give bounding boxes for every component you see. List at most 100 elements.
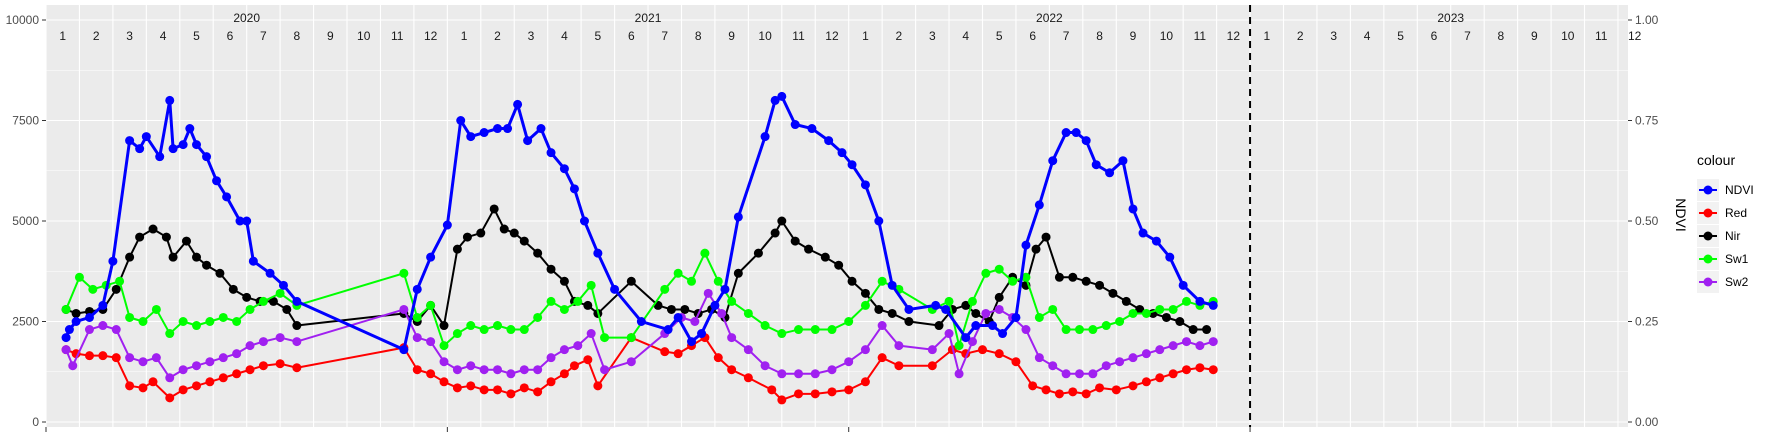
- data-point-sw2: [600, 365, 610, 375]
- data-point-ndvi: [931, 300, 941, 310]
- legend-key-point-sw1: [1703, 254, 1713, 264]
- data-point-sw2: [506, 369, 516, 379]
- data-point-nir: [680, 304, 690, 314]
- data-point-nir: [934, 321, 944, 331]
- data-point-red: [178, 385, 188, 395]
- data-point-red: [98, 351, 108, 361]
- data-point-ndvi: [168, 144, 178, 154]
- data-point-sw2: [466, 361, 476, 371]
- data-point-sw2: [1155, 345, 1165, 355]
- data-point-sw2: [125, 353, 135, 363]
- data-point-red: [1195, 363, 1205, 373]
- data-point-red: [743, 373, 753, 383]
- data-point-red: [258, 361, 268, 371]
- data-point-sw2: [479, 365, 489, 375]
- data-point-red: [1168, 369, 1178, 379]
- data-point-nir: [268, 296, 278, 306]
- data-point-sw2: [218, 353, 228, 363]
- left-tick-label: 2500: [12, 315, 39, 329]
- data-point-sw1: [727, 296, 737, 306]
- data-point-ndvi: [710, 300, 720, 310]
- data-point-nir: [1135, 304, 1145, 314]
- data-point-sw2: [275, 333, 285, 343]
- data-point-sw1: [399, 268, 409, 278]
- data-point-ndvi: [673, 312, 683, 322]
- data-point-red: [593, 381, 603, 391]
- data-point-sw1: [743, 308, 753, 318]
- month-label: 9: [327, 29, 334, 43]
- data-point-sw2: [68, 361, 78, 371]
- data-point-sw1: [519, 325, 529, 335]
- data-point-sw2: [192, 361, 202, 371]
- data-point-ndvi: [155, 152, 165, 162]
- grid-lines: [45, 5, 1628, 427]
- month-label: 12: [825, 29, 839, 43]
- data-point-nir: [777, 216, 787, 226]
- month-label: 12: [1628, 29, 1642, 43]
- data-point-sw2: [1182, 337, 1192, 347]
- data-point-sw2: [111, 325, 121, 335]
- data-point-sw1: [1008, 276, 1018, 286]
- legend-label-red: Red: [1725, 206, 1747, 220]
- data-point-ndvi: [536, 124, 546, 134]
- right-tick-label: 0.25: [1635, 315, 1659, 329]
- data-point-ndvi: [663, 325, 673, 335]
- data-point-red: [583, 355, 593, 365]
- data-point-red: [533, 387, 543, 397]
- data-point-sw1: [827, 325, 837, 335]
- data-point-sw1: [559, 304, 569, 314]
- data-point-ndvi: [998, 329, 1008, 339]
- data-point-red: [1011, 357, 1021, 367]
- data-point-ndvi: [988, 321, 998, 331]
- data-point-red: [1182, 365, 1192, 375]
- data-point-ndvi: [941, 304, 951, 314]
- month-label: 7: [1063, 29, 1070, 43]
- data-point-nir: [834, 260, 844, 270]
- month-label: 6: [1029, 29, 1036, 43]
- data-point-nir: [1175, 317, 1185, 326]
- data-point-sw1: [439, 341, 449, 351]
- data-point-nir: [666, 304, 676, 314]
- data-point-sw1: [713, 276, 723, 286]
- month-label: 7: [661, 29, 668, 43]
- data-point-red: [767, 385, 777, 395]
- data-point-sw2: [1141, 349, 1151, 359]
- data-point-ndvi: [636, 317, 646, 326]
- data-point-sw2: [860, 345, 870, 355]
- data-point-red: [713, 353, 723, 363]
- month-label: 9: [1130, 29, 1137, 43]
- month-label: 9: [728, 29, 735, 43]
- series-nir: [61, 204, 1212, 335]
- data-point-sw1: [844, 317, 854, 326]
- data-point-sw1: [74, 272, 84, 282]
- data-point-ndvi: [1105, 168, 1115, 178]
- data-point-nir: [1188, 325, 1198, 335]
- data-point-ndvi: [847, 160, 857, 170]
- data-point-sw1: [1101, 321, 1111, 331]
- data-point-ndvi: [904, 304, 914, 314]
- legend-label-ndvi: NDVI: [1725, 183, 1754, 197]
- data-point-sw1: [61, 304, 71, 314]
- data-point-nir: [1054, 272, 1064, 282]
- data-point-nir: [1041, 232, 1051, 242]
- month-label: 5: [595, 29, 602, 43]
- data-point-nir: [733, 268, 743, 278]
- data-point-nir: [439, 321, 449, 331]
- left-y-axis: 0 2500 5000 7500 10000: [6, 13, 46, 429]
- data-point-sw2: [1061, 369, 1071, 379]
- data-point-nir: [1081, 276, 1091, 286]
- data-point-sw2: [586, 329, 596, 339]
- data-point-ndvi: [546, 148, 556, 158]
- data-point-sw2: [1208, 337, 1218, 347]
- legend-label-sw1: Sw1: [1725, 252, 1749, 266]
- data-point-red: [727, 365, 737, 375]
- data-point-sw2: [727, 333, 737, 343]
- data-point-sw1: [479, 325, 489, 335]
- data-point-nir: [1202, 325, 1212, 335]
- data-point-ndvi: [1091, 160, 1101, 170]
- month-label: 10: [1561, 29, 1575, 43]
- data-point-ndvi: [770, 95, 780, 105]
- data-point-sw2: [452, 365, 462, 375]
- data-point-sw1: [1115, 317, 1125, 326]
- data-point-sw2: [810, 369, 820, 379]
